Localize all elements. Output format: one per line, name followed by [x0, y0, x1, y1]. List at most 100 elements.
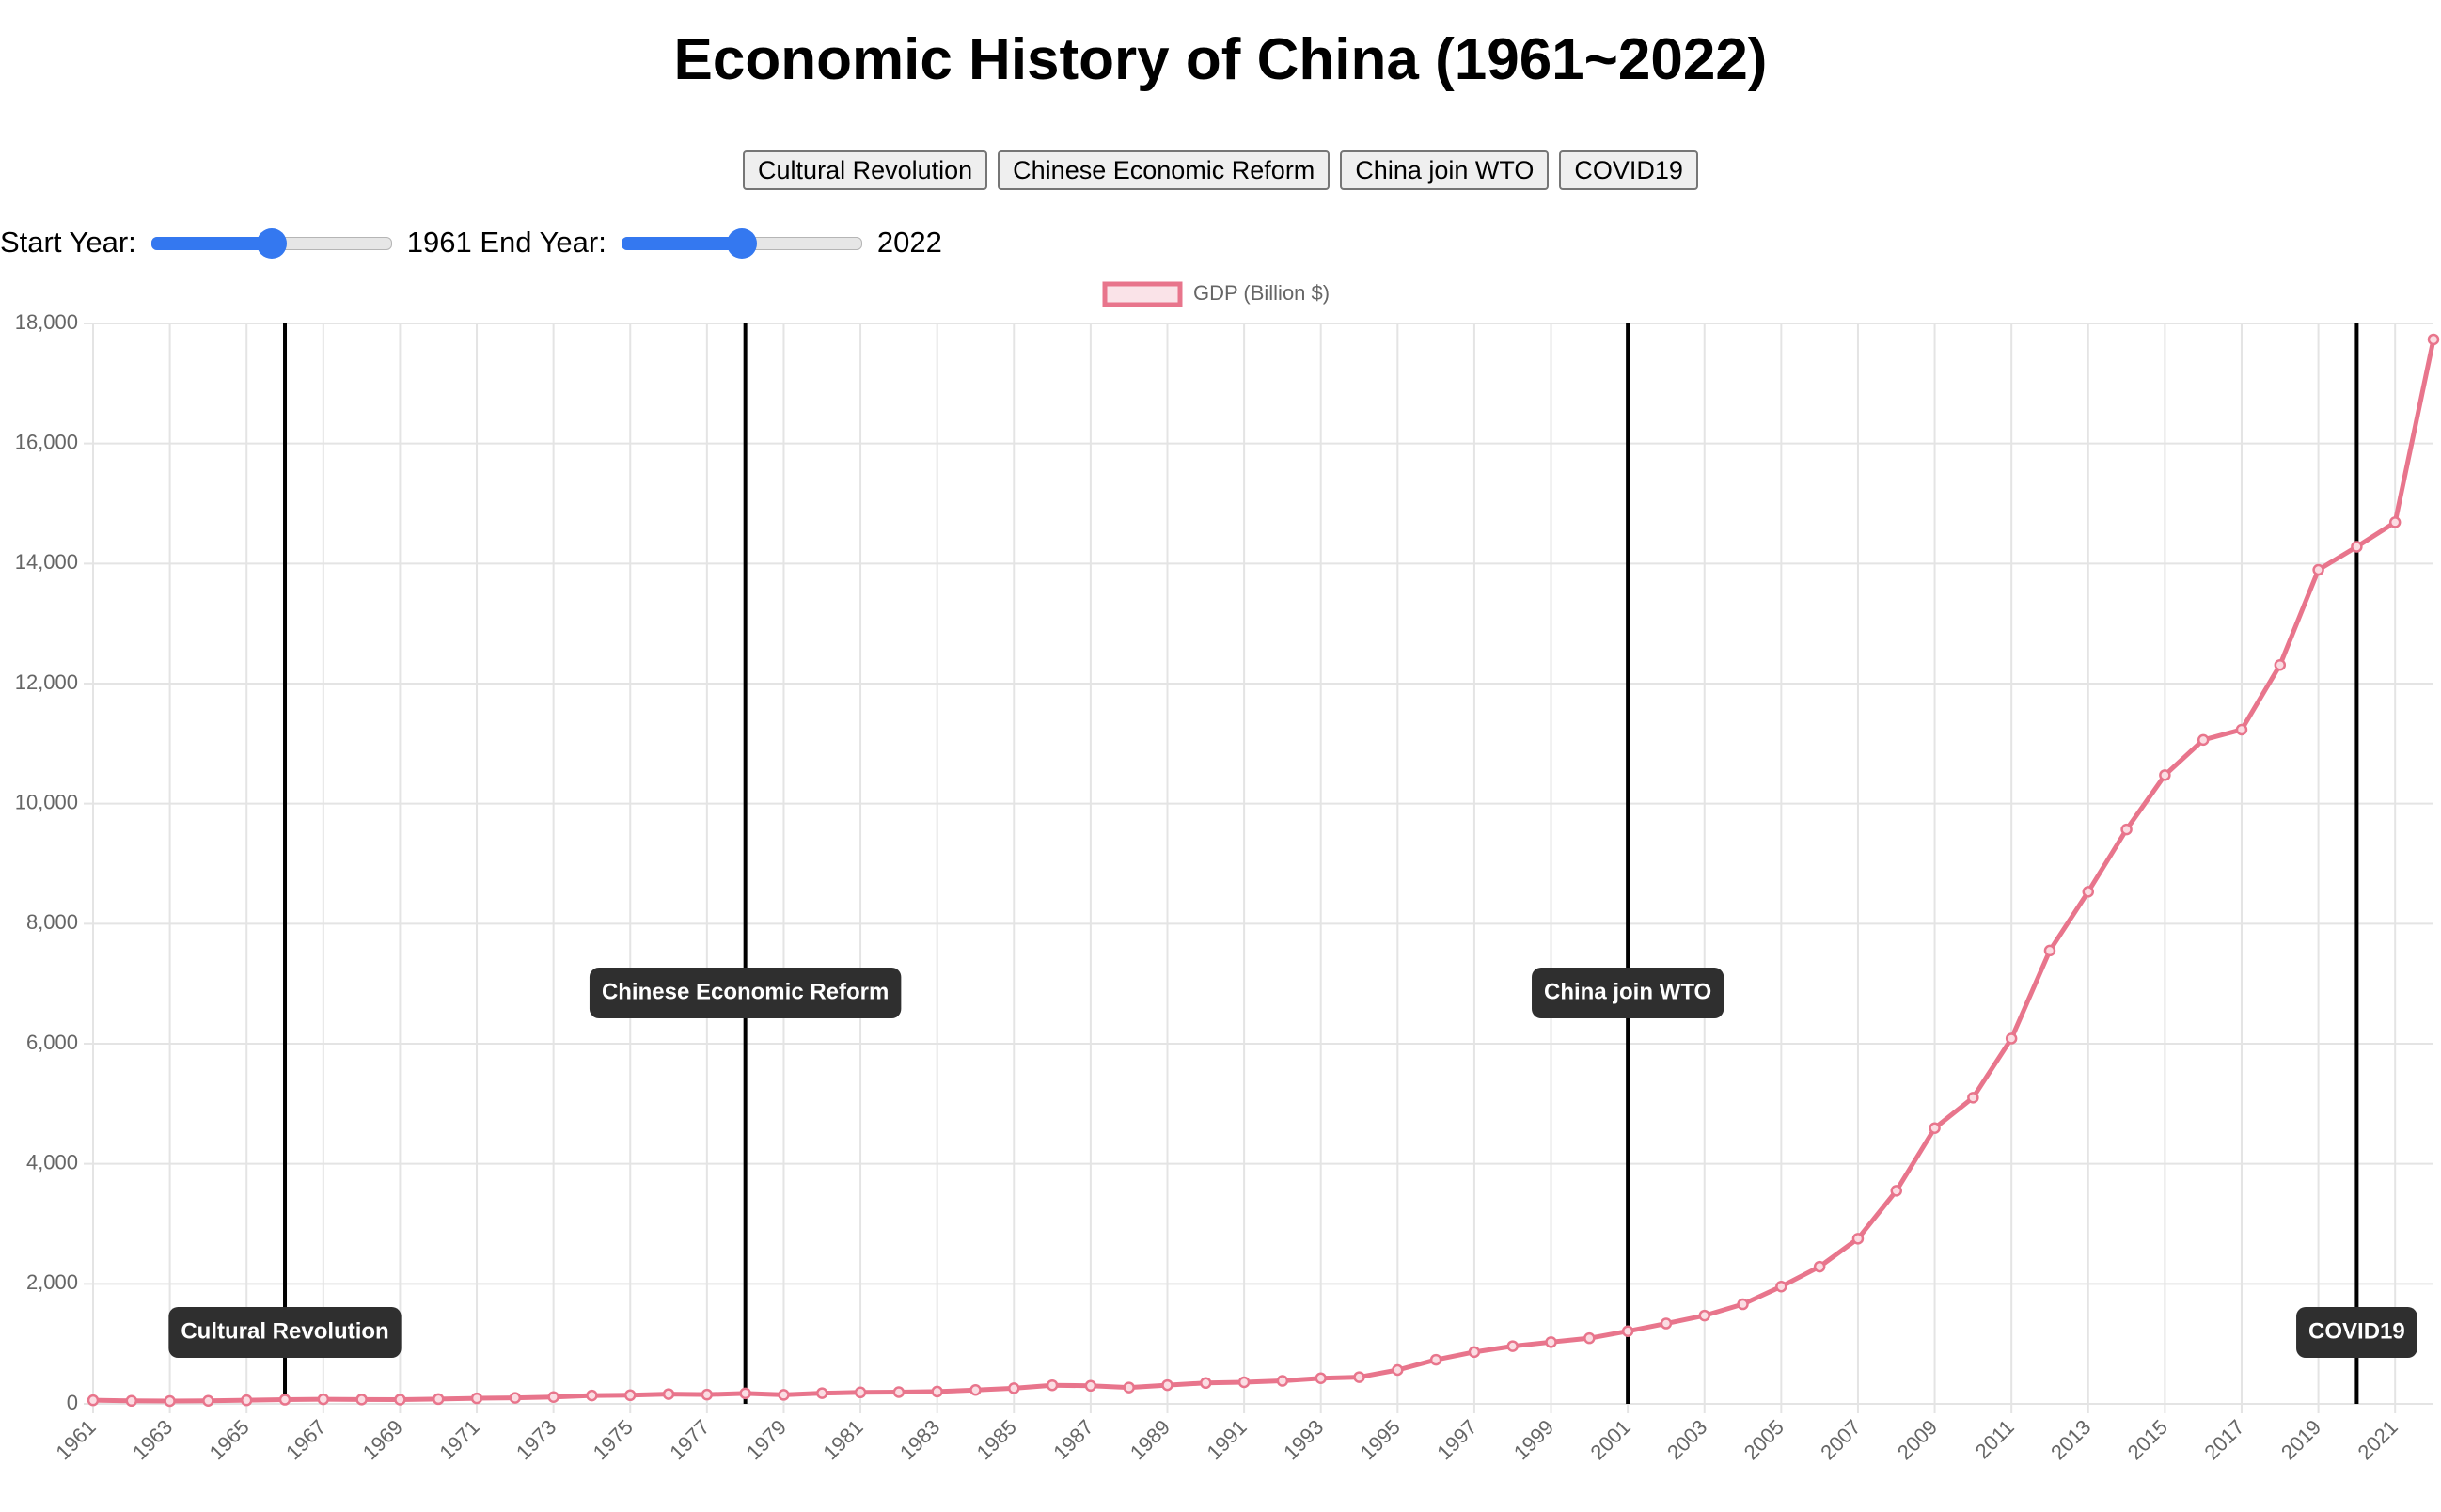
- end-slider[interactable]: [621, 224, 862, 261]
- data-point: [394, 1394, 406, 1406]
- data-point: [931, 1385, 943, 1398]
- x-tick-label: 1995: [1356, 1415, 1405, 1464]
- data-point: [1084, 1379, 1097, 1393]
- data-point: [854, 1386, 867, 1399]
- legend-swatch: [1102, 281, 1183, 307]
- chart-title: Economic History of China (1961~2022): [673, 27, 1768, 92]
- data-point: [1123, 1381, 1135, 1394]
- data-point: [2159, 769, 2171, 781]
- data-point: [2351, 541, 2363, 553]
- event-button[interactable]: Cultural Revolution: [743, 150, 988, 190]
- data-point: [2082, 886, 2095, 898]
- data-point: [2120, 823, 2133, 836]
- y-tick-label: 12,000: [15, 670, 78, 694]
- data-point: [509, 1392, 522, 1404]
- data-point: [623, 1389, 637, 1402]
- data-point: [2274, 658, 2287, 671]
- data-point: [1583, 1331, 1596, 1345]
- button-row: Cultural Revolution Chinese Economic Ref…: [0, 150, 2441, 190]
- data-point: [87, 1394, 100, 1407]
- x-tick-label: 1997: [1432, 1415, 1481, 1464]
- annotation: Cultural Revolution: [168, 1307, 402, 1358]
- x-tick-label: 1965: [205, 1415, 254, 1464]
- y-tick-label: 14,000: [15, 550, 78, 574]
- y-tick-label: 0: [67, 1391, 78, 1414]
- data-point: [1890, 1185, 1903, 1197]
- data-point: [240, 1394, 253, 1407]
- data-point: [2043, 944, 2056, 957]
- x-tick-label: 1987: [1048, 1415, 1097, 1464]
- data-point: [662, 1388, 675, 1400]
- x-tick-label: 1971: [434, 1415, 483, 1464]
- end-value: 2022: [876, 226, 942, 259]
- x-tick-label: 2007: [1816, 1415, 1865, 1464]
- annotation-box: [1532, 968, 1724, 1018]
- data-point: [586, 1389, 598, 1402]
- data-point: [1276, 1375, 1289, 1387]
- annotation-box: [2296, 1307, 2417, 1358]
- annotation: China join WTO: [1532, 968, 1724, 1018]
- data-point: [125, 1394, 138, 1408]
- data-point: [1545, 1336, 1557, 1348]
- data-point: [1200, 1377, 1212, 1390]
- data-point: [2235, 723, 2248, 736]
- data-point: [816, 1387, 828, 1399]
- data-point: [1161, 1378, 1173, 1392]
- x-tick-label: 2009: [1893, 1415, 1942, 1464]
- data-point: [1967, 1092, 1979, 1104]
- series-line: [92, 339, 2436, 1404]
- data-point: [202, 1394, 214, 1407]
- x-tick-label: 2021: [2354, 1415, 2402, 1464]
- legend-label: GDP (Billion $): [1193, 281, 1330, 305]
- annotation-box: [168, 1307, 402, 1358]
- data-point: [969, 1384, 982, 1396]
- annotation: Chinese Economic Reform: [589, 968, 902, 1018]
- data-point: [892, 1386, 906, 1398]
- y-tick-label: 4,000: [26, 1150, 78, 1173]
- data-point: [1929, 1122, 1941, 1134]
- x-tick-label: 2005: [1740, 1415, 1788, 1464]
- data-point: [1698, 1309, 1710, 1322]
- x-tick-label: 2013: [2046, 1415, 2095, 1464]
- x-tick-label: 1991: [1202, 1415, 1251, 1464]
- data-point: [432, 1393, 445, 1406]
- x-tick-label: 2019: [2276, 1415, 2325, 1464]
- data-point: [278, 1394, 291, 1406]
- event-button[interactable]: Chinese Economic Reform: [998, 150, 1331, 190]
- x-tick-label: 2003: [1662, 1415, 1711, 1464]
- start-slider[interactable]: [150, 224, 392, 261]
- data-point: [1315, 1372, 1327, 1384]
- x-tick-label: 2001: [1585, 1415, 1634, 1464]
- data-point: [1737, 1298, 1749, 1311]
- x-tick-label: 1973: [512, 1415, 560, 1464]
- data-point: [701, 1388, 714, 1401]
- x-tick-label: 1977: [665, 1415, 714, 1464]
- data-point: [2427, 333, 2440, 346]
- data-point: [1353, 1371, 1365, 1383]
- x-tick-label: 1963: [128, 1415, 177, 1464]
- data-point: [1506, 1340, 1519, 1352]
- y-tick-label: 8,000: [26, 910, 78, 934]
- data-point: [1237, 1376, 1251, 1389]
- data-point: [470, 1392, 483, 1405]
- x-tick-label: 2015: [2123, 1415, 2172, 1464]
- data-point: [1813, 1260, 1826, 1273]
- data-point: [1775, 1280, 1787, 1293]
- x-tick-label: 1967: [281, 1415, 330, 1464]
- data-point: [1660, 1317, 1673, 1330]
- event-button[interactable]: China join WTO: [1340, 150, 1550, 190]
- y-tick-label: 10,000: [15, 790, 78, 813]
- data-point: [547, 1391, 559, 1403]
- x-tick-label: 2017: [2199, 1415, 2248, 1464]
- data-point: [1468, 1346, 1481, 1359]
- annotation-box: [589, 968, 902, 1018]
- data-point: [2197, 733, 2210, 747]
- start-label: Start Year:: [0, 226, 136, 259]
- x-tick-label: 1975: [589, 1415, 638, 1464]
- x-tick-label: 1993: [1279, 1415, 1328, 1464]
- annotation-label: COVID19: [2308, 1318, 2405, 1344]
- event-button[interactable]: COVID19: [1559, 150, 1698, 190]
- x-tick-label: 1983: [895, 1415, 944, 1464]
- data-point: [2312, 563, 2324, 576]
- annotation-label: Cultural Revolution: [181, 1318, 388, 1344]
